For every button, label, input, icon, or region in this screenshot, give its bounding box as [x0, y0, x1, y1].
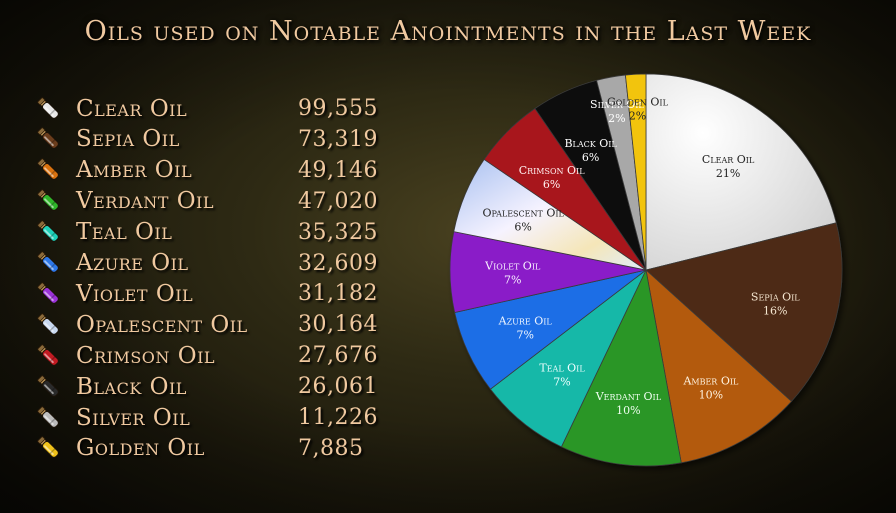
- slice-label: Golden Oil: [607, 96, 669, 109]
- pie-slice: [645, 268, 793, 464]
- slice-percent: 21%: [716, 167, 740, 180]
- oil-count: 73,319: [298, 126, 378, 152]
- oil-name: Verdant Oil: [76, 188, 215, 215]
- slice-label: Clear Oil: [702, 153, 755, 166]
- oil-list-item: Silver Oil 11,226: [34, 402, 394, 433]
- slice-percent: 2%: [608, 112, 625, 125]
- oil-list-item: Crimson Oil 27,676: [34, 340, 394, 371]
- oil-name: Golden Oil: [76, 435, 205, 462]
- slice-label: Opalescent Oil: [482, 206, 564, 219]
- oil-count: 49,146: [298, 157, 378, 183]
- verdant-oil-vial-icon: [37, 189, 59, 212]
- oil-name: Clear Oil: [76, 95, 188, 122]
- crimson-oil-vial-icon: [37, 344, 59, 366]
- oil-name: Amber Oil: [76, 157, 193, 184]
- slice-percent: 7%: [504, 273, 521, 286]
- oil-name: Black Oil: [76, 373, 187, 400]
- azure-oil-vial-icon: [37, 251, 59, 273]
- pie-slice: [645, 222, 843, 402]
- slice-percent: 6%: [543, 178, 560, 191]
- oil-list-item: Clear Oil 99,555: [34, 93, 394, 124]
- oil-list-item: Violet Oil 31,182: [34, 278, 394, 309]
- opalescent-oil-vial-icon: [37, 313, 59, 335]
- oil-count: 30,164: [298, 312, 378, 338]
- pie-slice: [624, 73, 647, 271]
- slice-label: Violet Oil: [484, 259, 541, 272]
- oil-list-item: Sepia Oil 73,319: [34, 124, 394, 155]
- slice-label: Amber Oil: [682, 374, 739, 387]
- slice-label: Azure Oil: [498, 314, 553, 327]
- oil-count: 7,885: [298, 435, 364, 461]
- oil-list-item: Black Oil 26,061: [34, 371, 394, 402]
- oil-name: Violet Oil: [76, 280, 194, 307]
- slice-percent: 16%: [763, 304, 787, 317]
- oil-count: 11,226: [298, 405, 378, 430]
- oil-list-item: Golden Oil 7,885: [34, 433, 394, 464]
- oil-count: 35,325: [298, 219, 378, 245]
- violet-oil-vial-icon: [37, 282, 59, 304]
- oil-list-item: Amber Oil 49,146: [34, 155, 394, 186]
- clear-oil-vial-icon: [37, 96, 59, 119]
- slice-label: Teal Oil: [539, 361, 585, 374]
- slice-label: Silver Oil: [590, 98, 644, 111]
- page-title: Oils used on Notable Anointments in the …: [84, 16, 812, 47]
- oil-name: Crimson Oil: [76, 342, 216, 369]
- oil-list-item: Teal Oil 35,325: [34, 217, 394, 248]
- slice-percent: 6%: [514, 220, 531, 233]
- oil-count: 27,676: [298, 343, 378, 369]
- slice-percent: 7%: [553, 375, 570, 388]
- oil-list-item: Azure Oil 32,609: [34, 248, 394, 279]
- slice-label: Sepia Oil: [751, 290, 800, 303]
- oil-count: 31,182: [298, 281, 378, 307]
- slice-percent: 6%: [582, 151, 599, 164]
- oil-count: 47,020: [298, 188, 378, 214]
- slice-label: Crimson Oil: [519, 164, 586, 177]
- slice-percent: 7%: [516, 328, 533, 341]
- amber-oil-vial-icon: [37, 158, 59, 181]
- black-oil-vial-icon: [37, 374, 59, 397]
- oil-count: 26,061: [298, 374, 378, 400]
- oil-name: Teal Oil: [76, 219, 173, 246]
- slice-label: Black Oil: [564, 137, 617, 150]
- teal-oil-vial-icon: [37, 220, 59, 242]
- pie-slices: [449, 73, 843, 467]
- oil-name: Azure Oil: [76, 250, 189, 276]
- slice-percent: 2%: [629, 110, 646, 123]
- oil-name: Opalescent Oil: [76, 311, 248, 338]
- slice-percent: 10%: [699, 388, 723, 401]
- oil-count: 99,555: [298, 96, 378, 121]
- oil-name: Sepia Oil: [76, 126, 180, 153]
- slice-percent: 10%: [616, 404, 640, 417]
- slice-label: Verdant Oil: [595, 390, 662, 403]
- oil-list-item: Verdant Oil 47,020: [34, 186, 394, 217]
- pie-slice: [645, 73, 837, 271]
- silver-oil-vial-icon: [37, 405, 59, 428]
- oil-count: 32,609: [298, 250, 378, 276]
- pie-slice: [560, 268, 682, 467]
- sepia-oil-vial-icon: [37, 127, 59, 150]
- oil-name: Silver Oil: [76, 404, 191, 431]
- golden-oil-vial-icon: [37, 436, 59, 459]
- oil-list-item: Opalescent Oil 30,164: [34, 309, 394, 340]
